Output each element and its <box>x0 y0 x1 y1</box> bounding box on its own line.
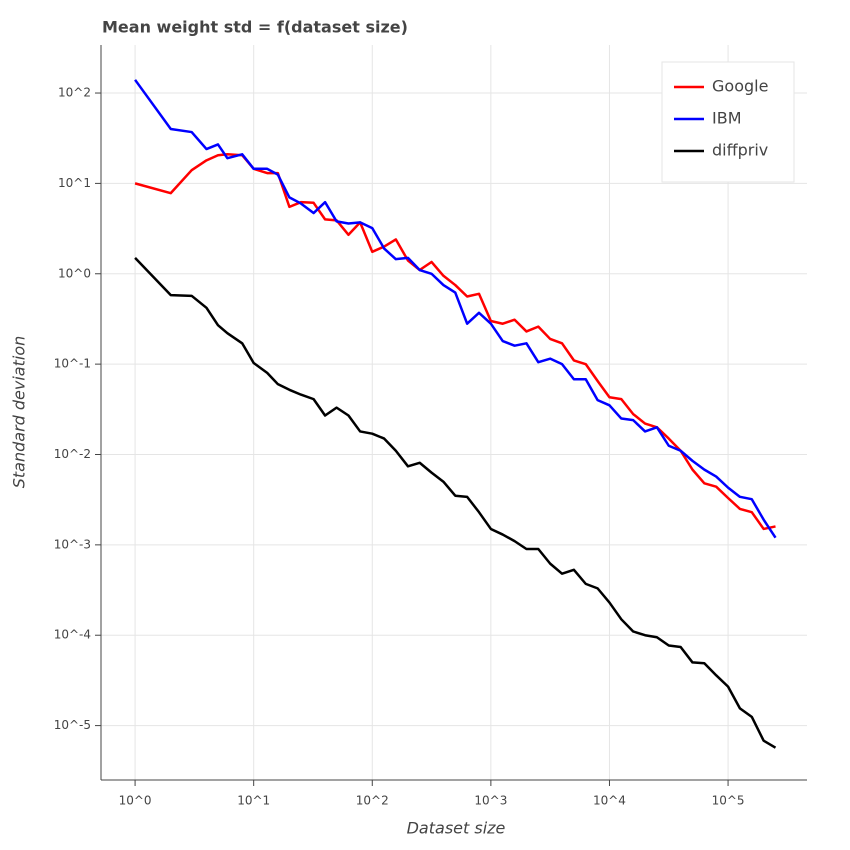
y-tick-label: 10^-1 <box>54 357 91 371</box>
x-tick-label: 10^1 <box>237 794 270 808</box>
x-tick-label: 10^0 <box>119 794 152 808</box>
legend: Google IBM diffpriv <box>661 61 795 183</box>
x-tick-label: 10^5 <box>712 794 745 808</box>
x-tick-label: 10^4 <box>593 794 626 808</box>
x-tick-label: 10^3 <box>474 794 507 808</box>
legend-box <box>661 61 795 183</box>
y-tick-label: 10^0 <box>58 266 91 280</box>
y-axis-label: Standard deviation <box>10 336 29 489</box>
x-axis-label: Dataset size <box>407 819 506 838</box>
y-tick-label: 10^-3 <box>54 537 91 551</box>
chart-title: Mean weight std = f(dataset size) <box>102 18 408 37</box>
y-tick-label: 10^-5 <box>54 718 91 732</box>
legend-label: Google <box>712 77 768 96</box>
y-tick-label: 10^2 <box>58 86 91 100</box>
y-tick-label: 10^-4 <box>54 628 91 642</box>
series-line <box>134 256 777 749</box>
x-tick-label: 10^2 <box>356 794 389 808</box>
legend-label: diffpriv <box>712 141 768 160</box>
series-line <box>134 79 777 539</box>
y-tick-label: 10^-2 <box>54 447 91 461</box>
legend-label: IBM <box>712 109 742 128</box>
series-line <box>134 153 776 531</box>
y-tick-label: 10^1 <box>58 176 91 190</box>
